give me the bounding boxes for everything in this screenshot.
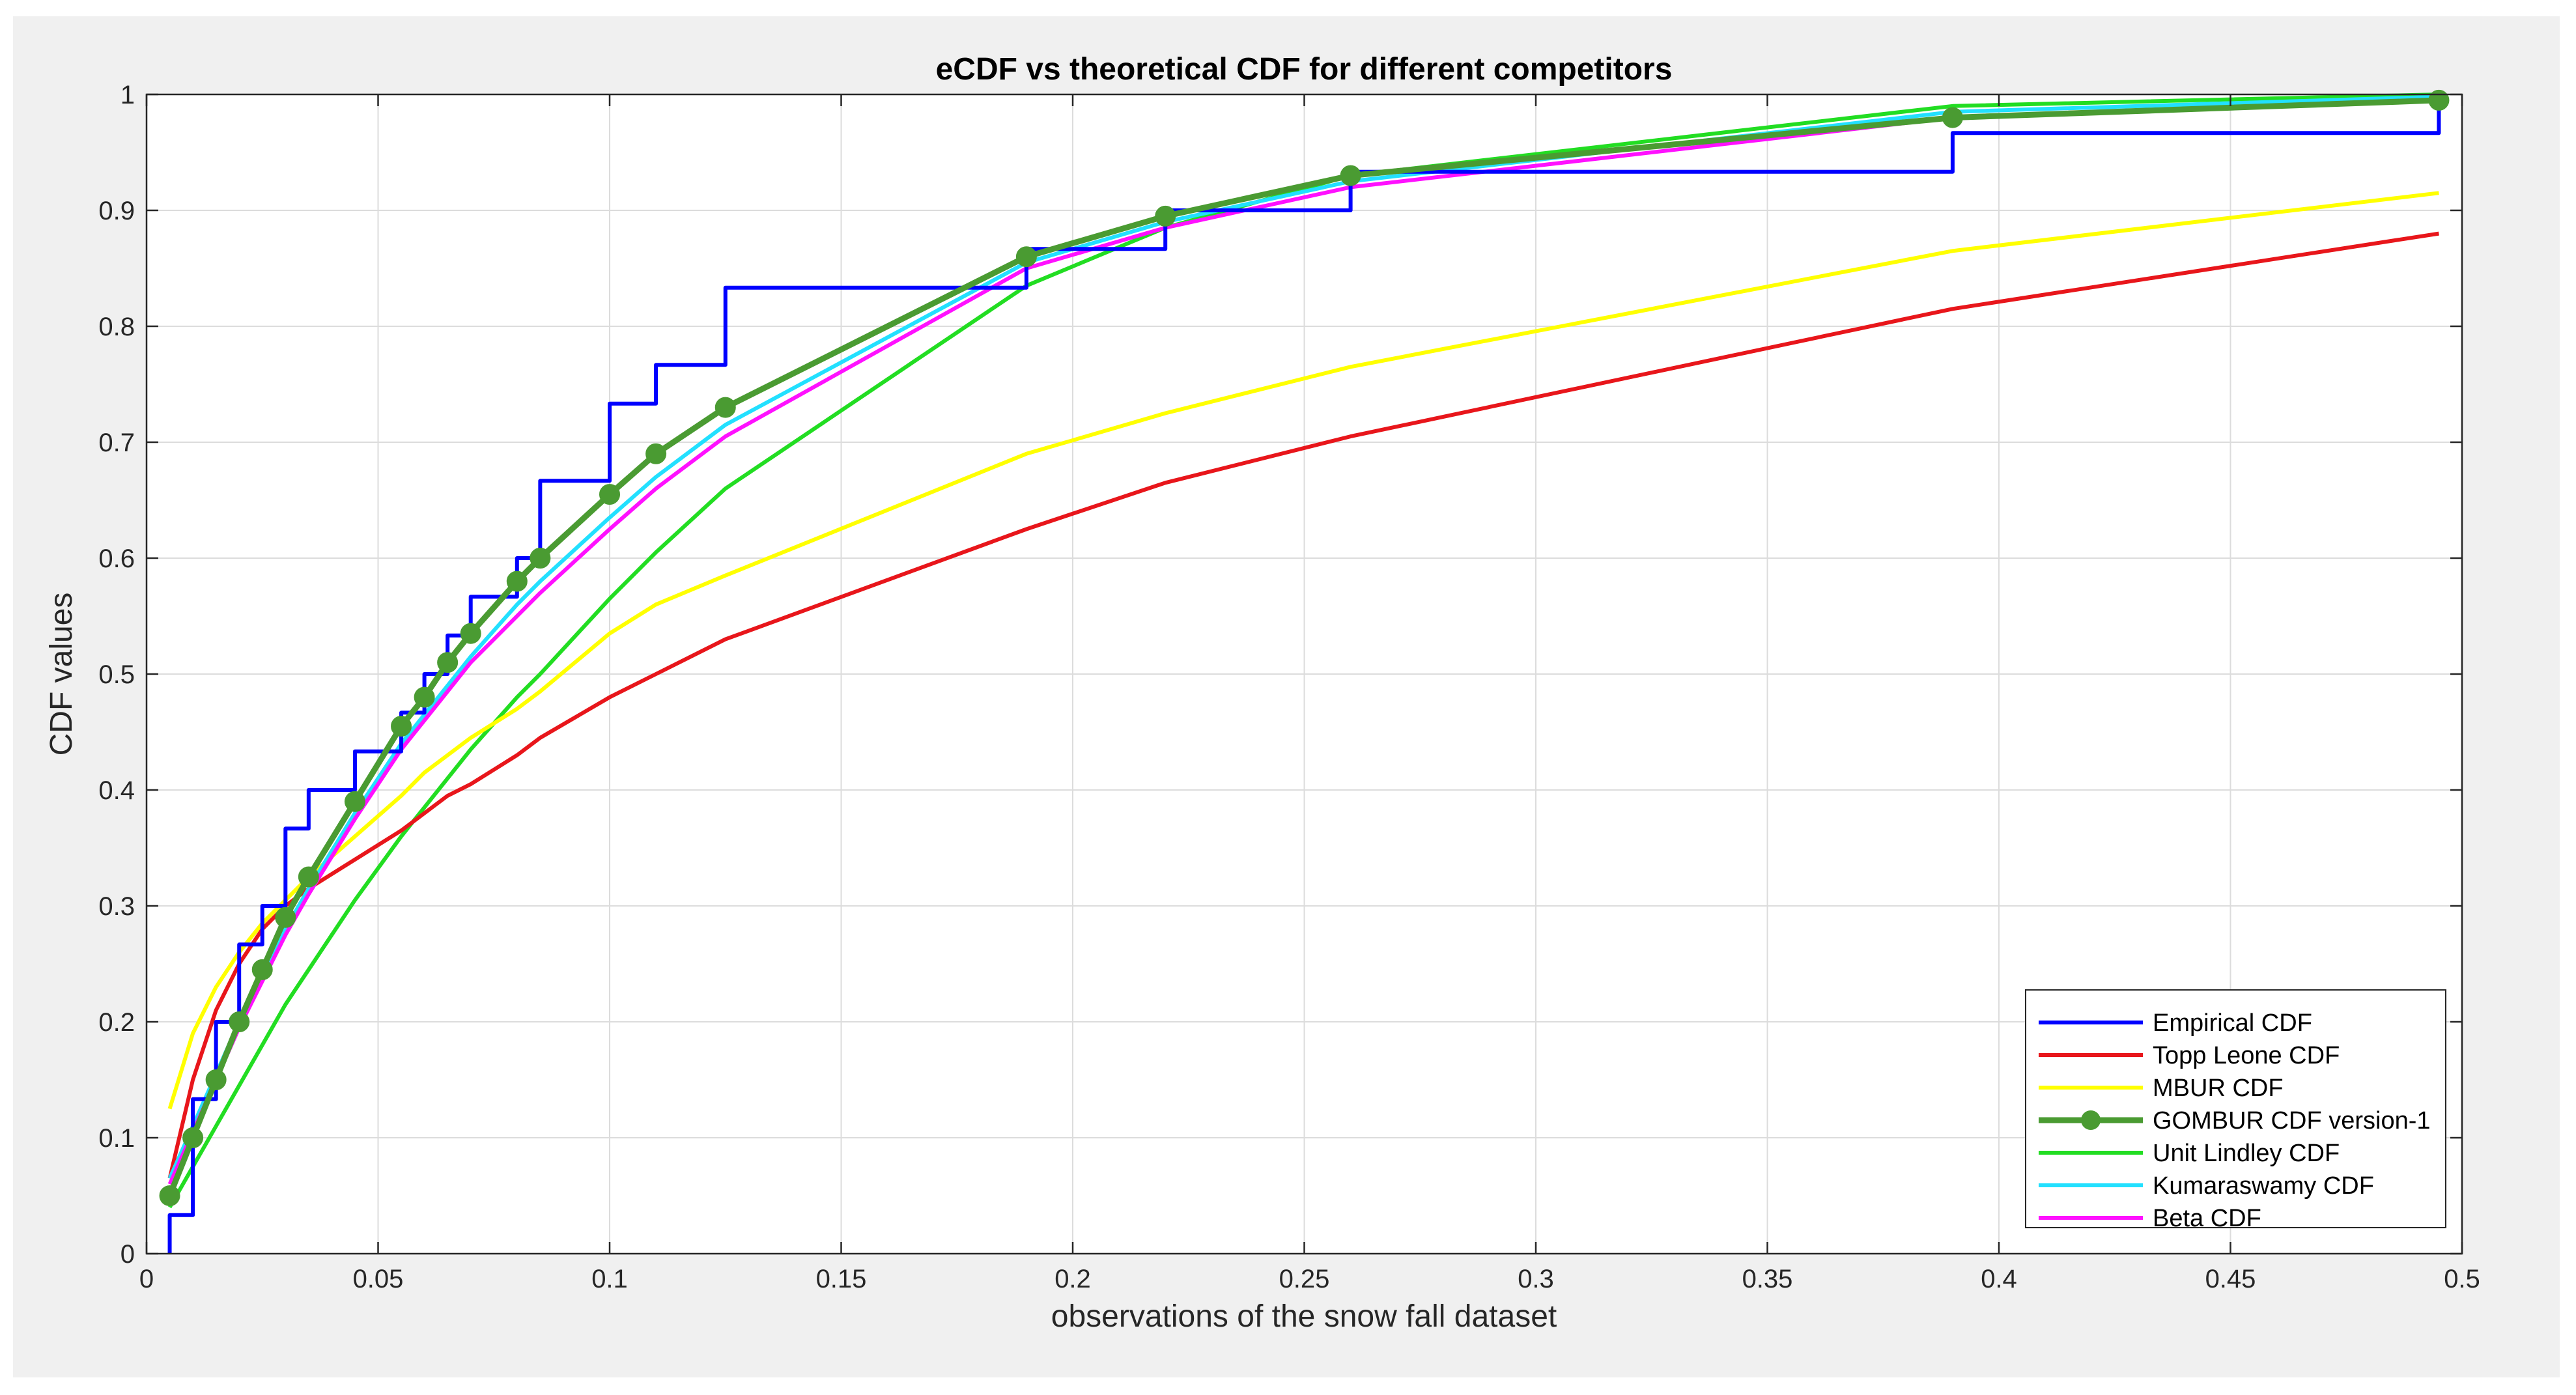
topp-leone-cdf-line xyxy=(167,231,2439,1179)
gombur-cdf-version-1-point xyxy=(599,484,620,505)
y-tick-label: 0.8 xyxy=(98,313,135,341)
x-tick-label: 0.5 xyxy=(2444,1265,2480,1293)
unit-lindley-cdf-line xyxy=(167,92,2439,1209)
x-tick-label: 0.25 xyxy=(1279,1265,1330,1293)
x-tick-label: 0.05 xyxy=(353,1265,404,1293)
x-tick-label: 0.15 xyxy=(816,1265,867,1293)
x-axis-label: observations of the snow fall dataset xyxy=(1051,1299,1557,1334)
legend-label-kumaraswamy-cdf: Kumaraswamy CDF xyxy=(2153,1172,2374,1200)
legend-label-unit-lindley-cdf: Unit Lindley CDF xyxy=(2153,1140,2340,1167)
tick-layer: 0 0.05 0.1 0.15 0.2 0.25 0.3 0.35 0.4 0.45 0.5 0 0.1… xyxy=(98,81,2480,1293)
gombur-cdf-version-1-point xyxy=(530,548,551,569)
gombur-cdf-version-1-point xyxy=(182,1127,204,1148)
gombur-cdf-version-1-point xyxy=(159,1185,180,1206)
gombur-cdf-version-1-point xyxy=(205,1069,227,1090)
x-tick-label: 0.35 xyxy=(1742,1265,1793,1293)
x-tick-label: 0.1 xyxy=(591,1265,628,1293)
legend-marker-gombur-cdf-version-1 xyxy=(2081,1110,2101,1130)
gombur-cdf-version-1-point xyxy=(275,907,296,928)
y-tick-label: 0 xyxy=(120,1240,135,1269)
x-tick-label: 0 xyxy=(139,1265,154,1293)
legend-label-topp-leone-cdf: Topp Leone CDF xyxy=(2153,1042,2340,1069)
y-tick-label: 0.7 xyxy=(98,429,135,457)
gombur-cdf-version-1-point xyxy=(460,623,481,644)
y-tick-label: 0.9 xyxy=(98,197,135,225)
legend-label-gombur-cdf-version-1: GOMBUR CDF version-1 xyxy=(2153,1107,2431,1134)
gombur-cdf-version-1-point xyxy=(344,791,365,812)
legend-box xyxy=(2025,989,2446,1228)
cdf-chart: 0 0.05 0.1 0.15 0.2 0.25 0.3 0.35 0.4 0.45 0.5 0 0.1… xyxy=(44,52,2480,1334)
gombur-cdf-version-1-point xyxy=(391,716,412,737)
gombur-cdf-version-1-point xyxy=(414,686,435,708)
gombur-cdf-version-1-point xyxy=(437,652,459,673)
gombur-cdf-version-1-point xyxy=(715,397,736,418)
series-layer xyxy=(159,89,2450,1254)
gombur-cdf-version-1-point xyxy=(506,571,528,592)
y-tick-label: 0.2 xyxy=(98,1008,135,1037)
legend: Empirical CDF Topp Leone CDF MBUR CDF GOMBU… xyxy=(2025,989,2446,1232)
gombur-cdf-version-1-point xyxy=(2428,89,2450,111)
gombur-cdf-version-1-point xyxy=(1942,107,1963,128)
legend-label-beta-cdf: Beta CDF xyxy=(2153,1205,2261,1232)
legend-label-empirical-cdf: Empirical CDF xyxy=(2153,1009,2312,1037)
gombur-cdf-version-1-point xyxy=(1015,246,1037,268)
y-tick-label: 0.1 xyxy=(98,1124,135,1153)
gombur-cdf-version-1-point xyxy=(229,1011,250,1032)
figure-window: 0 0.05 0.1 0.15 0.2 0.25 0.3 0.35 0.4 0.45 0.5 0 0.1… xyxy=(13,16,2560,1377)
x-tick-label: 0.2 xyxy=(1054,1265,1091,1293)
gombur-cdf-version-1-line xyxy=(167,97,2439,1197)
x-tick-label: 0.4 xyxy=(1981,1265,2017,1293)
x-tick-label: 0.45 xyxy=(2205,1265,2256,1293)
y-tick-label: 1 xyxy=(120,81,135,109)
y-tick-label: 0.3 xyxy=(98,892,135,921)
gombur-cdf-version-1-point xyxy=(1155,205,1176,227)
gombur-cdf-version-1-point xyxy=(298,866,319,888)
y-tick-label: 0.4 xyxy=(98,776,135,805)
y-tick-label: 0.6 xyxy=(98,544,135,573)
y-axis-label: CDF values xyxy=(44,593,79,756)
y-tick-label: 0.5 xyxy=(98,660,135,689)
gombur-cdf-version-1-point xyxy=(1340,165,1361,186)
chart-title: eCDF vs theoretical CDF for different co… xyxy=(936,52,1673,87)
gombur-cdf-version-1-point xyxy=(251,959,273,980)
legend-label-mbur-cdf: MBUR CDF xyxy=(2153,1075,2284,1102)
gombur-cdf-version-1-point xyxy=(645,443,667,464)
mbur-cdf-line xyxy=(167,191,2439,1110)
x-tick-label: 0.3 xyxy=(1518,1265,1554,1293)
